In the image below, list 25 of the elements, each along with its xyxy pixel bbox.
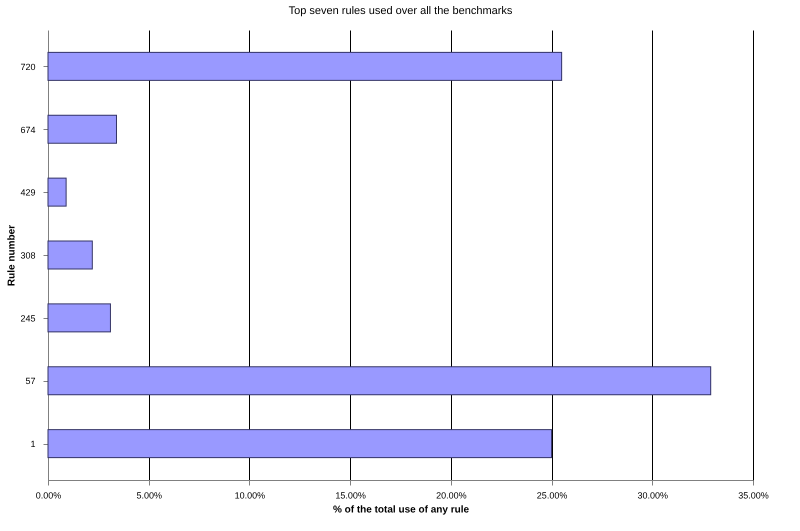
y-tick-label: 57 [25, 376, 36, 386]
x-axis-title: % of the total use of any rule [332, 504, 470, 516]
x-tick-label: 0.00% [36, 490, 62, 500]
y-tick-label: 674 [20, 124, 36, 135]
chart-title: Top seven rules used over all the benchmarks [288, 5, 513, 17]
y-tick-label: 1 [30, 439, 36, 450]
bar [48, 52, 562, 81]
y-axis-title: Rule number [6, 224, 18, 286]
x-tick-label: 10.00% [234, 490, 266, 500]
x-tick-label: 20.00% [436, 490, 467, 500]
bar [48, 240, 93, 270]
x-tick-label: 25.00% [536, 490, 568, 500]
x-tick-label: 15.00% [335, 490, 366, 500]
x-tick-label: 35.00% [738, 490, 769, 500]
y-tick-label: 245 [20, 313, 36, 324]
bar [48, 366, 712, 396]
bar [48, 178, 67, 207]
x-tick-label: 30.00% [638, 490, 668, 500]
bar [48, 429, 552, 458]
x-tick-label: 5.00% [136, 490, 162, 500]
y-tick-label: 308 [20, 250, 36, 260]
y-tick-label: 429 [20, 188, 36, 198]
bar [48, 303, 111, 332]
bar [48, 114, 117, 144]
y-tick-label: 720 [20, 62, 36, 72]
